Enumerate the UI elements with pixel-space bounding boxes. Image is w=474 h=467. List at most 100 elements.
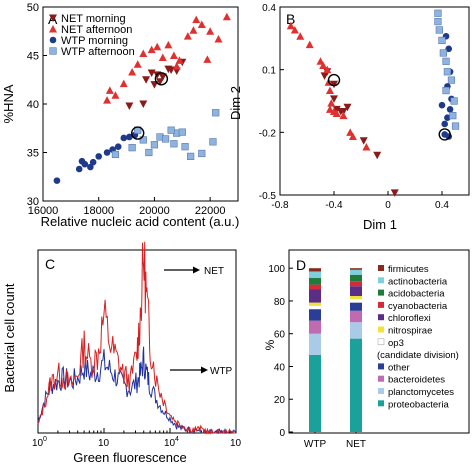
panel-a-ytick-label: 45 bbox=[27, 51, 39, 63]
panel-b-xtick-label: 0.4 bbox=[435, 200, 449, 211]
panel-a-point bbox=[209, 138, 217, 146]
panel-b-marks bbox=[286, 9, 460, 197]
panel-b-ticks: -0.8 -0.4 0 0.4 0.4 0.1 -0.2 -0.5 bbox=[259, 3, 450, 211]
panel-d-bar-segment bbox=[309, 284, 321, 290]
panel-c-xlabel: Green fluorescence bbox=[73, 450, 186, 465]
net-arrow-head bbox=[193, 266, 200, 274]
panel-a-point bbox=[203, 55, 212, 63]
panel-a-highlight-net bbox=[154, 72, 169, 86]
panel-d-legend-swatch bbox=[378, 363, 384, 370]
panel-b-point bbox=[332, 109, 341, 118]
panel-a-ytick-label: 50 bbox=[27, 2, 39, 14]
panel-d-legend-swatch bbox=[377, 338, 385, 346]
panel-b-point bbox=[442, 86, 450, 95]
panel-b-point bbox=[319, 61, 328, 69]
panel-b-point bbox=[290, 25, 299, 34]
panel-d-legend-swatch bbox=[378, 314, 384, 321]
panel-a-point bbox=[78, 157, 86, 165]
panel-b-frame bbox=[279, 6, 470, 196]
panel-a-point bbox=[119, 79, 128, 88]
panel-d-bar-segment bbox=[350, 310, 362, 323]
panel-a-point bbox=[126, 133, 133, 141]
panel-a-point bbox=[139, 49, 148, 58]
panel-b-point bbox=[320, 72, 329, 80]
panel-a-point bbox=[120, 134, 128, 142]
panel-d-legend-swatch bbox=[378, 326, 384, 333]
panel-d-legend-text: other bbox=[388, 362, 410, 373]
panel-d-bar-segment bbox=[309, 278, 321, 285]
panel-d-ylabel: % bbox=[263, 339, 277, 350]
panel-c-lines bbox=[37, 241, 237, 435]
panel-a-point bbox=[111, 91, 120, 99]
panel-a-legend-text: WTP morning bbox=[61, 35, 128, 47]
panel-b-point bbox=[330, 95, 338, 103]
panel-d-legend-swatch bbox=[378, 301, 384, 308]
panel-d-ytick-label: 60 bbox=[274, 330, 286, 341]
panel-c-ylabel: Bacterial cell count bbox=[2, 283, 17, 392]
panel-b-highlight-net bbox=[327, 73, 341, 87]
panel-d-ytick-label: 20 bbox=[274, 395, 286, 406]
panel-a-point bbox=[197, 20, 206, 28]
panel-a-point bbox=[145, 148, 153, 157]
panel-d-bar-segment bbox=[350, 281, 362, 287]
net-histogram-line bbox=[37, 241, 236, 435]
panel-d-bar-segment bbox=[309, 305, 321, 310]
panel-a-point bbox=[158, 53, 167, 61]
panel-d-bar-segment bbox=[350, 269, 362, 275]
panel-a-point bbox=[142, 76, 151, 84]
panel-d-bar-segment bbox=[309, 289, 321, 303]
panel-d-letter: D bbox=[296, 257, 306, 273]
panel-d-legend-text: acidobacteria bbox=[388, 289, 445, 300]
panel-d-legend-swatch bbox=[378, 388, 384, 394]
panel-a-point bbox=[111, 150, 120, 159]
panel-d-ytick-label: 100 bbox=[268, 264, 285, 275]
panel-a-point bbox=[128, 144, 136, 152]
panel-d-legend-text: (candidate division) bbox=[377, 350, 459, 361]
panel-a-point bbox=[192, 15, 201, 24]
panel-a: A Relative nucleic acid content (a.u.) %… bbox=[1, 2, 239, 229]
panel-b-point bbox=[435, 26, 443, 34]
panel-a-point bbox=[103, 149, 111, 156]
panel-a-point bbox=[147, 69, 156, 77]
panel-a-legend-marker bbox=[49, 47, 57, 55]
panel-a-ytick-label: 30 bbox=[27, 196, 39, 208]
panel-a-point bbox=[167, 66, 176, 75]
panel-b-point bbox=[442, 57, 450, 65]
panel-b-point bbox=[296, 32, 305, 40]
panel-b-point bbox=[444, 114, 451, 122]
panel-b-point bbox=[451, 122, 460, 130]
panel-c: C Green fluorescence Bacterial cell coun… bbox=[2, 241, 242, 465]
panel-a-highlight-wtp bbox=[131, 126, 145, 140]
panel-b-xtick-label: 0 bbox=[385, 200, 391, 211]
panel-d: D % 0 20 40 60 80 100 WTP NET firmicutesactinob… bbox=[263, 249, 470, 450]
panel-a-legend-marker bbox=[49, 25, 57, 33]
panel-a-point bbox=[167, 126, 175, 134]
panel-d-bar-segment bbox=[350, 338, 362, 432]
panel-a-point bbox=[170, 140, 178, 148]
panel-d-bar-segment bbox=[309, 309, 321, 321]
panel-b-point bbox=[305, 40, 314, 49]
panel-b-ytick-label: 0.4 bbox=[262, 3, 276, 14]
panel-a-point bbox=[105, 86, 114, 94]
panel-b-point bbox=[443, 68, 452, 76]
panel-a-legend-text: NET morning bbox=[61, 13, 126, 25]
panel-a-point bbox=[125, 102, 134, 110]
panel-a-point bbox=[206, 27, 215, 35]
panel-a-point bbox=[214, 35, 223, 43]
panel-d-bar-segment bbox=[309, 355, 321, 432]
panel-a-point bbox=[158, 73, 167, 81]
panel-d-legend-text: chloroflexi bbox=[388, 313, 431, 324]
panel-b-point bbox=[434, 9, 442, 17]
panel-a-legend-text: NET afternoon bbox=[61, 24, 132, 36]
panel-d-bar-segment bbox=[309, 271, 321, 279]
panel-b-xtick-label: -0.8 bbox=[271, 200, 289, 211]
panel-a-point bbox=[147, 45, 156, 54]
panel-d-bar-segment bbox=[350, 299, 362, 303]
panel-a-point bbox=[164, 40, 173, 49]
panel-b-point bbox=[327, 99, 336, 107]
panel-a-point bbox=[222, 12, 231, 21]
panel-a-point bbox=[89, 158, 97, 166]
panel-d-legend-swatch bbox=[378, 289, 384, 296]
